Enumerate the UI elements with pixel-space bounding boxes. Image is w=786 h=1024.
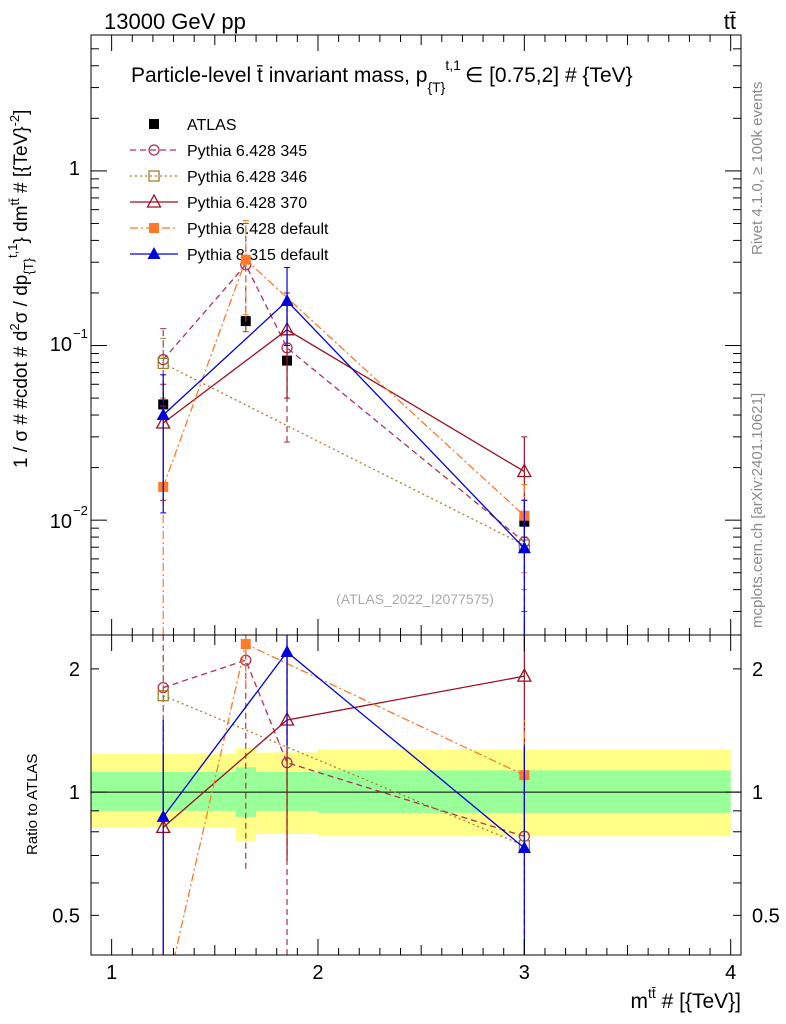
series-line [162,300,525,549]
legend-marker [149,119,159,129]
ratio-y-tick-label: 2 [69,659,80,681]
x-tick-label: 3 [519,962,530,984]
ratio-uncertainty-bands [91,748,731,841]
legend-entry: Pythia 6.428 346 [130,169,307,186]
data-point [516,463,532,478]
ratio-point [157,681,169,694]
y-tick-label-0.01-exponent: −2 [73,503,88,518]
ratio-frame [90,634,742,956]
ratio-y-tick-label-right: 2 [752,659,763,681]
y-tick-label-0.01: 10 [50,511,72,533]
legend-entry: ATLAS [149,117,237,134]
legend-label: Pythia 8.315 default [187,247,329,264]
series-line [162,329,525,473]
x-axis-label: mtt̄ # [{TeV}] [630,985,741,1013]
legend-marker [147,247,161,259]
ratio-point [516,667,532,682]
legend-label: Pythia 6.428 default [187,221,329,238]
ratio-point [157,690,169,702]
series-line [162,263,525,543]
rivet-version-label: Rivet 4.1.0, ≥ 100k events [749,82,766,255]
ratio-point [280,644,294,657]
legend-entry: Pythia 8.315 default [130,247,329,264]
ratio-y-tick-label: 0.5 [52,905,80,927]
legend-entry: Pythia 6.428 default [130,221,329,238]
analysis-id-watermark: (ATLAS_2022_I2077575) [336,591,494,607]
energy-label: 13000 GeV pp [104,9,246,34]
ratio-y-tick-label-right: 0.5 [752,905,780,927]
legend-entry: Pythia 6.428 345 [130,143,307,160]
plot-title: Particle-level t̄ invariant mass, p{T}t,… [131,57,633,95]
ratio-point [156,809,170,822]
legend-marker [146,193,162,208]
legend-label: ATLAS [187,117,237,134]
ratio-y-axis-label: Ratio to ATLAS [24,754,41,855]
legend: ATLAS Pythia 6.428 345 Pythia 6.428 346 Pyt… [130,117,329,264]
legend-entry: Pythia 6.428 370 [130,193,307,212]
series-pythia6_346 [157,337,530,591]
ratio-line [162,695,525,847]
data-point [517,541,531,554]
x-tick-label: 4 [725,962,736,984]
legend-marker [148,170,160,182]
legend-label: Pythia 6.428 345 [187,143,307,160]
ratio-line [163,659,525,837]
ratio-series-pythia8_default [156,635,531,955]
ratio-panel: 0.5 0.5 1 1 2 2 1 2 3 4 Ratio to ATLAS mtt̄ # [{T… [24,634,780,1013]
ratio-point [240,639,251,650]
ratio-data-layer [155,635,532,955]
series-line [162,362,525,546]
ratio-y-tick-label: 1 [69,782,80,804]
mcplots-label: mcplots.cern.ch [arXiv:2401.10621] [749,393,766,628]
series-pythia6_default [158,219,530,636]
series-pythia8_default [156,266,531,636]
data-point [156,408,170,421]
legend-label: Pythia 6.428 370 [187,195,307,212]
main-panel: 1 10 −1 10 −2 Particle-level t̄ invarian… [5,34,742,636]
main-data-layer [155,219,532,636]
process-label: tt̄ [724,9,736,34]
x-tick-label: 2 [312,962,323,984]
ratio-y-tick-label-right: 1 [752,782,763,804]
data-point [280,293,294,306]
data-point [240,254,251,265]
x-tick-label: 1 [106,962,117,984]
series-pythia6_370 [155,292,532,538]
main-axis-ticks [91,34,741,635]
y-tick-label-1: 1 [69,158,80,180]
data-point [157,357,169,370]
main-y-tick-labels: 1 10 −1 10 −2 [50,158,88,533]
y-tick-label-0.1-exponent: −1 [73,326,88,341]
series-pythia6_345 [157,222,530,612]
ratio-point [517,841,531,854]
legend-marker [149,223,159,233]
main-y-axis-label: 1 / σ # #cdot # d2σ / dp{T}t,1} dmtt̄ # … [5,110,36,468]
legend-marker [148,144,160,156]
y-tick-label-0.1: 10 [50,334,72,356]
ratio-axis-ticks: 0.5 0.5 1 1 2 2 1 2 3 4 [52,635,780,984]
legend-label: Pythia 6.428 346 [187,169,307,186]
